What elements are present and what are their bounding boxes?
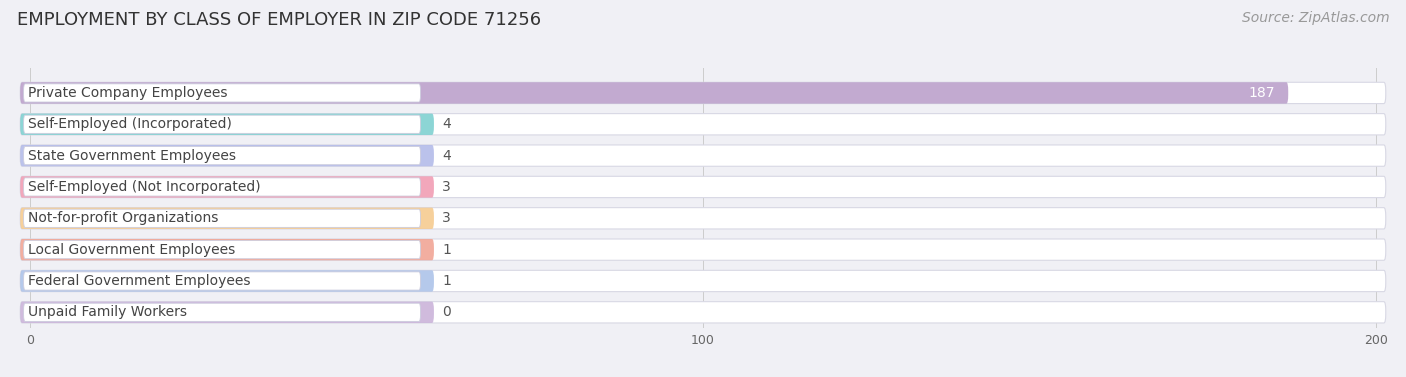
FancyBboxPatch shape — [20, 82, 1288, 104]
FancyBboxPatch shape — [24, 147, 420, 165]
Text: Local Government Employees: Local Government Employees — [28, 243, 236, 257]
Text: 1: 1 — [441, 243, 451, 257]
FancyBboxPatch shape — [20, 113, 434, 135]
FancyBboxPatch shape — [20, 113, 1386, 135]
Text: Federal Government Employees: Federal Government Employees — [28, 274, 250, 288]
Text: 3: 3 — [441, 180, 451, 194]
FancyBboxPatch shape — [24, 115, 420, 133]
FancyBboxPatch shape — [20, 239, 1386, 260]
FancyBboxPatch shape — [20, 176, 1386, 198]
FancyBboxPatch shape — [24, 178, 420, 196]
FancyBboxPatch shape — [20, 176, 434, 198]
Text: 4: 4 — [441, 149, 451, 162]
Text: EMPLOYMENT BY CLASS OF EMPLOYER IN ZIP CODE 71256: EMPLOYMENT BY CLASS OF EMPLOYER IN ZIP C… — [17, 11, 541, 29]
Text: 3: 3 — [441, 211, 451, 225]
FancyBboxPatch shape — [20, 145, 434, 166]
FancyBboxPatch shape — [24, 241, 420, 259]
Text: Source: ZipAtlas.com: Source: ZipAtlas.com — [1241, 11, 1389, 25]
Text: Private Company Employees: Private Company Employees — [28, 86, 228, 100]
FancyBboxPatch shape — [24, 84, 420, 102]
FancyBboxPatch shape — [24, 303, 420, 322]
FancyBboxPatch shape — [24, 272, 420, 290]
Text: Self-Employed (Not Incorporated): Self-Employed (Not Incorporated) — [28, 180, 262, 194]
FancyBboxPatch shape — [20, 302, 1386, 323]
FancyBboxPatch shape — [20, 239, 434, 260]
Text: Self-Employed (Incorporated): Self-Employed (Incorporated) — [28, 117, 232, 131]
FancyBboxPatch shape — [24, 209, 420, 227]
FancyBboxPatch shape — [20, 208, 1386, 229]
FancyBboxPatch shape — [20, 270, 1386, 292]
Text: 4: 4 — [441, 117, 451, 131]
Text: 0: 0 — [441, 305, 451, 319]
FancyBboxPatch shape — [20, 208, 434, 229]
FancyBboxPatch shape — [20, 145, 1386, 166]
FancyBboxPatch shape — [20, 82, 1386, 104]
FancyBboxPatch shape — [20, 270, 434, 292]
Text: 1: 1 — [441, 274, 451, 288]
Text: 187: 187 — [1249, 86, 1275, 100]
FancyBboxPatch shape — [20, 302, 434, 323]
Text: State Government Employees: State Government Employees — [28, 149, 236, 162]
Text: Unpaid Family Workers: Unpaid Family Workers — [28, 305, 187, 319]
Text: Not-for-profit Organizations: Not-for-profit Organizations — [28, 211, 219, 225]
